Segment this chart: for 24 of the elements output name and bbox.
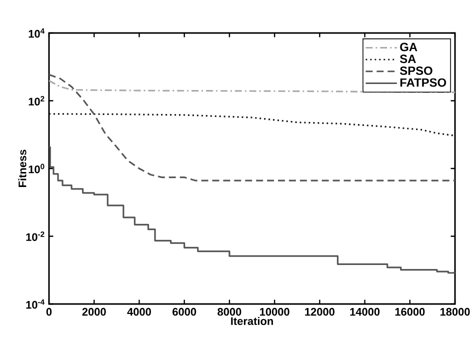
x-tick-label: 6000 [172, 308, 196, 316]
y-tick-label: 10$^{2}$ [28, 96, 44, 106]
legend-label: SA [400, 54, 416, 64]
legend-label: GA [400, 42, 418, 52]
x-tick-label: 10000 [260, 308, 290, 316]
x-tick-label: 14000 [350, 308, 380, 316]
line-series [49, 80, 456, 94]
line-series [49, 113, 456, 136]
x-axis-title: Iteration [231, 316, 273, 325]
x-tick-label: 0 [46, 308, 52, 316]
line-series [49, 74, 456, 182]
x-tick-label: 12000 [305, 308, 334, 316]
y-tick-label: 10$^{0}$ [28, 164, 44, 174]
y-tick-label: 10$^{-4}$ [26, 299, 45, 309]
x-tick-label: 8000 [218, 308, 242, 316]
y-tick-label: 10$^{4}$ [28, 28, 45, 38]
legend-label: FATPSO [400, 78, 446, 87]
x-tick-label: 16000 [395, 308, 425, 316]
x-tick-label: 4000 [127, 308, 151, 316]
legend-label: SPSO [400, 66, 432, 75]
y-axis-title: Fitness [18, 150, 26, 187]
x-tick-label: 18000 [440, 308, 470, 316]
y-tick-label: 10$^{-2}$ [26, 232, 44, 241]
x-tick-label: 2000 [82, 308, 106, 316]
